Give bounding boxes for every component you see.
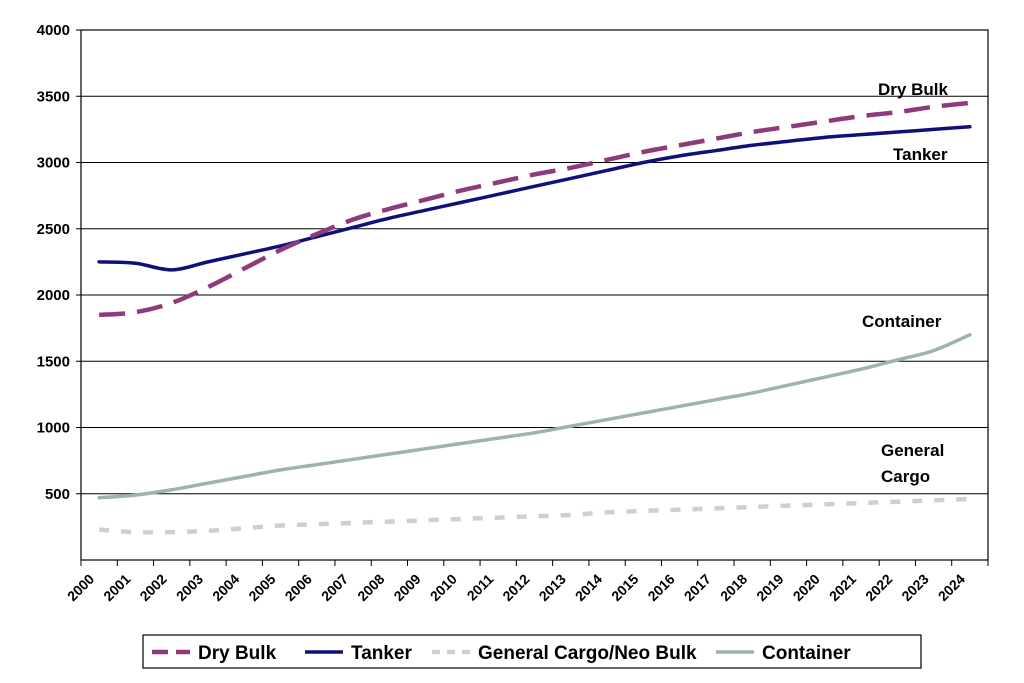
x-tick-label: 2001 [100, 571, 133, 604]
legend: Dry Bulk Tanker General Cargo/Neo Bulk Cont… [142, 634, 922, 669]
y-tick-label: 500 [45, 486, 70, 503]
y-tick-label: 3000 [37, 155, 70, 172]
x-tick-label: 2022 [862, 571, 895, 604]
legend-label: General Cargo/Neo Bulk [478, 643, 697, 664]
line-annotations: Dry Bulk Tanker Container General Cargo [862, 80, 949, 486]
y-tick-label: 1500 [37, 353, 70, 370]
x-tick-label: 2024 [935, 571, 968, 604]
annotation-container: Container [862, 312, 942, 331]
x-tick-label: 2015 [608, 571, 641, 604]
x-tick-label: 2008 [354, 571, 387, 604]
x-tick-label: 2010 [427, 571, 460, 604]
x-tick-label: 2000 [64, 571, 97, 604]
x-tick-label: 2020 [790, 571, 823, 604]
x-tick-label: 2016 [644, 571, 677, 604]
annotation-dry-bulk: Dry Bulk [878, 80, 948, 99]
annotation-general-cargo-line: Cargo [881, 467, 930, 486]
x-tick-label: 2007 [318, 571, 351, 604]
x-axis-ticks: 2000 2001 2002 2003 2004 2005 2006 2007 2008 2009… [64, 560, 989, 604]
x-tick-label: 2021 [826, 571, 859, 604]
x-tick-label: 2019 [753, 571, 786, 604]
y-tick-label: 2500 [37, 221, 70, 238]
annotation-general-cargo: General Cargo [881, 441, 949, 486]
x-tick-label: 2018 [717, 571, 750, 604]
gridlines [81, 29, 988, 495]
x-tick-label: 2017 [681, 571, 714, 604]
x-tick-label: 2013 [536, 571, 569, 604]
y-tick-label: 4000 [37, 22, 70, 39]
x-tick-label: 2014 [572, 571, 605, 604]
y-tick-label: 3500 [37, 88, 70, 105]
x-tick-label: 2011 [464, 571, 497, 604]
x-tick-label: 2005 [245, 571, 278, 604]
x-tick-label: 2003 [173, 571, 206, 604]
y-tick-label: 1000 [37, 420, 70, 437]
x-tick-label: 2009 [390, 571, 423, 604]
series-line-general-cargo-neo-bulk [98, 496, 970, 535]
series-line-tanker [97, 124, 972, 272]
y-tick-label: 2000 [37, 287, 70, 304]
legend-box [142, 634, 922, 669]
x-tick-label: 2002 [136, 571, 169, 604]
legend-label: Container [762, 643, 851, 664]
legend-label: Tanker [351, 643, 413, 664]
x-tick-label: 2012 [499, 571, 532, 604]
series-line-dry-bulk [98, 100, 971, 318]
legend-label: Dry Bulk [198, 643, 277, 664]
annotation-general-cargo-line: General [881, 441, 944, 460]
x-tick-label: 2006 [282, 571, 315, 604]
series-line-container [97, 333, 972, 500]
y-axis-ticks: 500 1000 1500 2000 2500 3000 3500 4000 [37, 22, 81, 503]
annotation-tanker: Tanker [893, 145, 948, 164]
series-lines [97, 100, 972, 535]
x-tick-label: 2004 [209, 571, 242, 604]
x-tick-label: 2023 [898, 571, 931, 604]
